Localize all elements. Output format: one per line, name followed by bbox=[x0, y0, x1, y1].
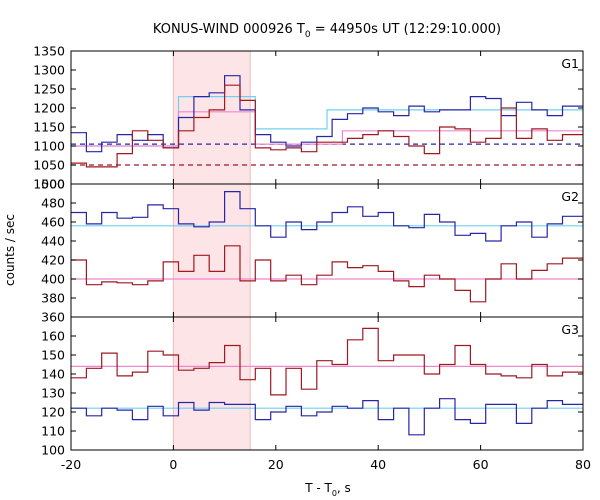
highlight-interval bbox=[173, 317, 251, 450]
x-tick-label: 20 bbox=[268, 457, 284, 472]
y-tick-label: 400 bbox=[41, 272, 65, 287]
y-tick-label: 480 bbox=[41, 196, 65, 211]
chart-title: KONUS-WIND 000926 T0 = 44950s UT (12:29:… bbox=[153, 22, 501, 40]
y-tick-label: 1000 bbox=[33, 177, 65, 192]
y-tick-label: 360 bbox=[41, 310, 65, 325]
y-tick-label: 100 bbox=[41, 443, 65, 458]
series-red bbox=[71, 245, 583, 303]
x-tick-label: 80 bbox=[575, 457, 591, 472]
series-red bbox=[71, 327, 583, 396]
y-tick-label: 1150 bbox=[33, 120, 65, 135]
y-tick-label: 420 bbox=[41, 253, 65, 268]
series-blue bbox=[71, 191, 583, 242]
highlight-interval bbox=[173, 184, 251, 317]
y-tick-label: 380 bbox=[41, 291, 65, 306]
x-tick-label: 60 bbox=[473, 457, 489, 472]
y-tick-label: 1250 bbox=[33, 82, 65, 97]
y-tick-label: 1200 bbox=[33, 101, 65, 116]
x-tick-label: 0 bbox=[169, 457, 177, 472]
series-blue bbox=[71, 75, 583, 153]
panel-frame bbox=[70, 183, 584, 318]
panel-label: G3 bbox=[561, 322, 579, 337]
y-tick-label: 460 bbox=[41, 215, 65, 230]
y-tick-label: 1300 bbox=[33, 63, 65, 78]
y-tick-label: 1350 bbox=[33, 44, 65, 59]
series-blue bbox=[71, 398, 583, 436]
series-red bbox=[71, 84, 583, 168]
panel-label: G2 bbox=[561, 189, 579, 204]
y-tick-label: 140 bbox=[41, 367, 65, 382]
y-tick-label: 160 bbox=[41, 329, 65, 344]
y-tick-label: 110 bbox=[41, 424, 65, 439]
panel-g1: 1000 1050 1100 1150 1200 1250 1300 1350 G1 bbox=[33, 44, 584, 192]
x-tick-label: 40 bbox=[370, 457, 386, 472]
y-tick-label: 500 bbox=[41, 177, 65, 192]
x-axis-label: T - T0, s bbox=[304, 481, 351, 498]
panel-label: G1 bbox=[561, 56, 579, 71]
panel-frame bbox=[70, 316, 584, 451]
y-tick-label: 1100 bbox=[33, 139, 65, 154]
panels: 10001050110011501200125013001350G1360380… bbox=[33, 44, 591, 473]
y-tick-label: 1050 bbox=[33, 158, 65, 173]
y-tick-label: 440 bbox=[41, 234, 65, 249]
y-tick-label: 150 bbox=[41, 348, 65, 363]
y-tick-label: 120 bbox=[41, 405, 65, 420]
y-tick-label: 130 bbox=[41, 386, 65, 401]
x-tick-label: -20 bbox=[61, 457, 81, 472]
y-axis-label: counts / sec bbox=[3, 214, 17, 286]
panel-g2: 360 380 400 420 440 460 480 500 G2 bbox=[41, 177, 584, 325]
panel-g3: 100 110 120 130 140 150 160 G3 bbox=[41, 316, 584, 458]
